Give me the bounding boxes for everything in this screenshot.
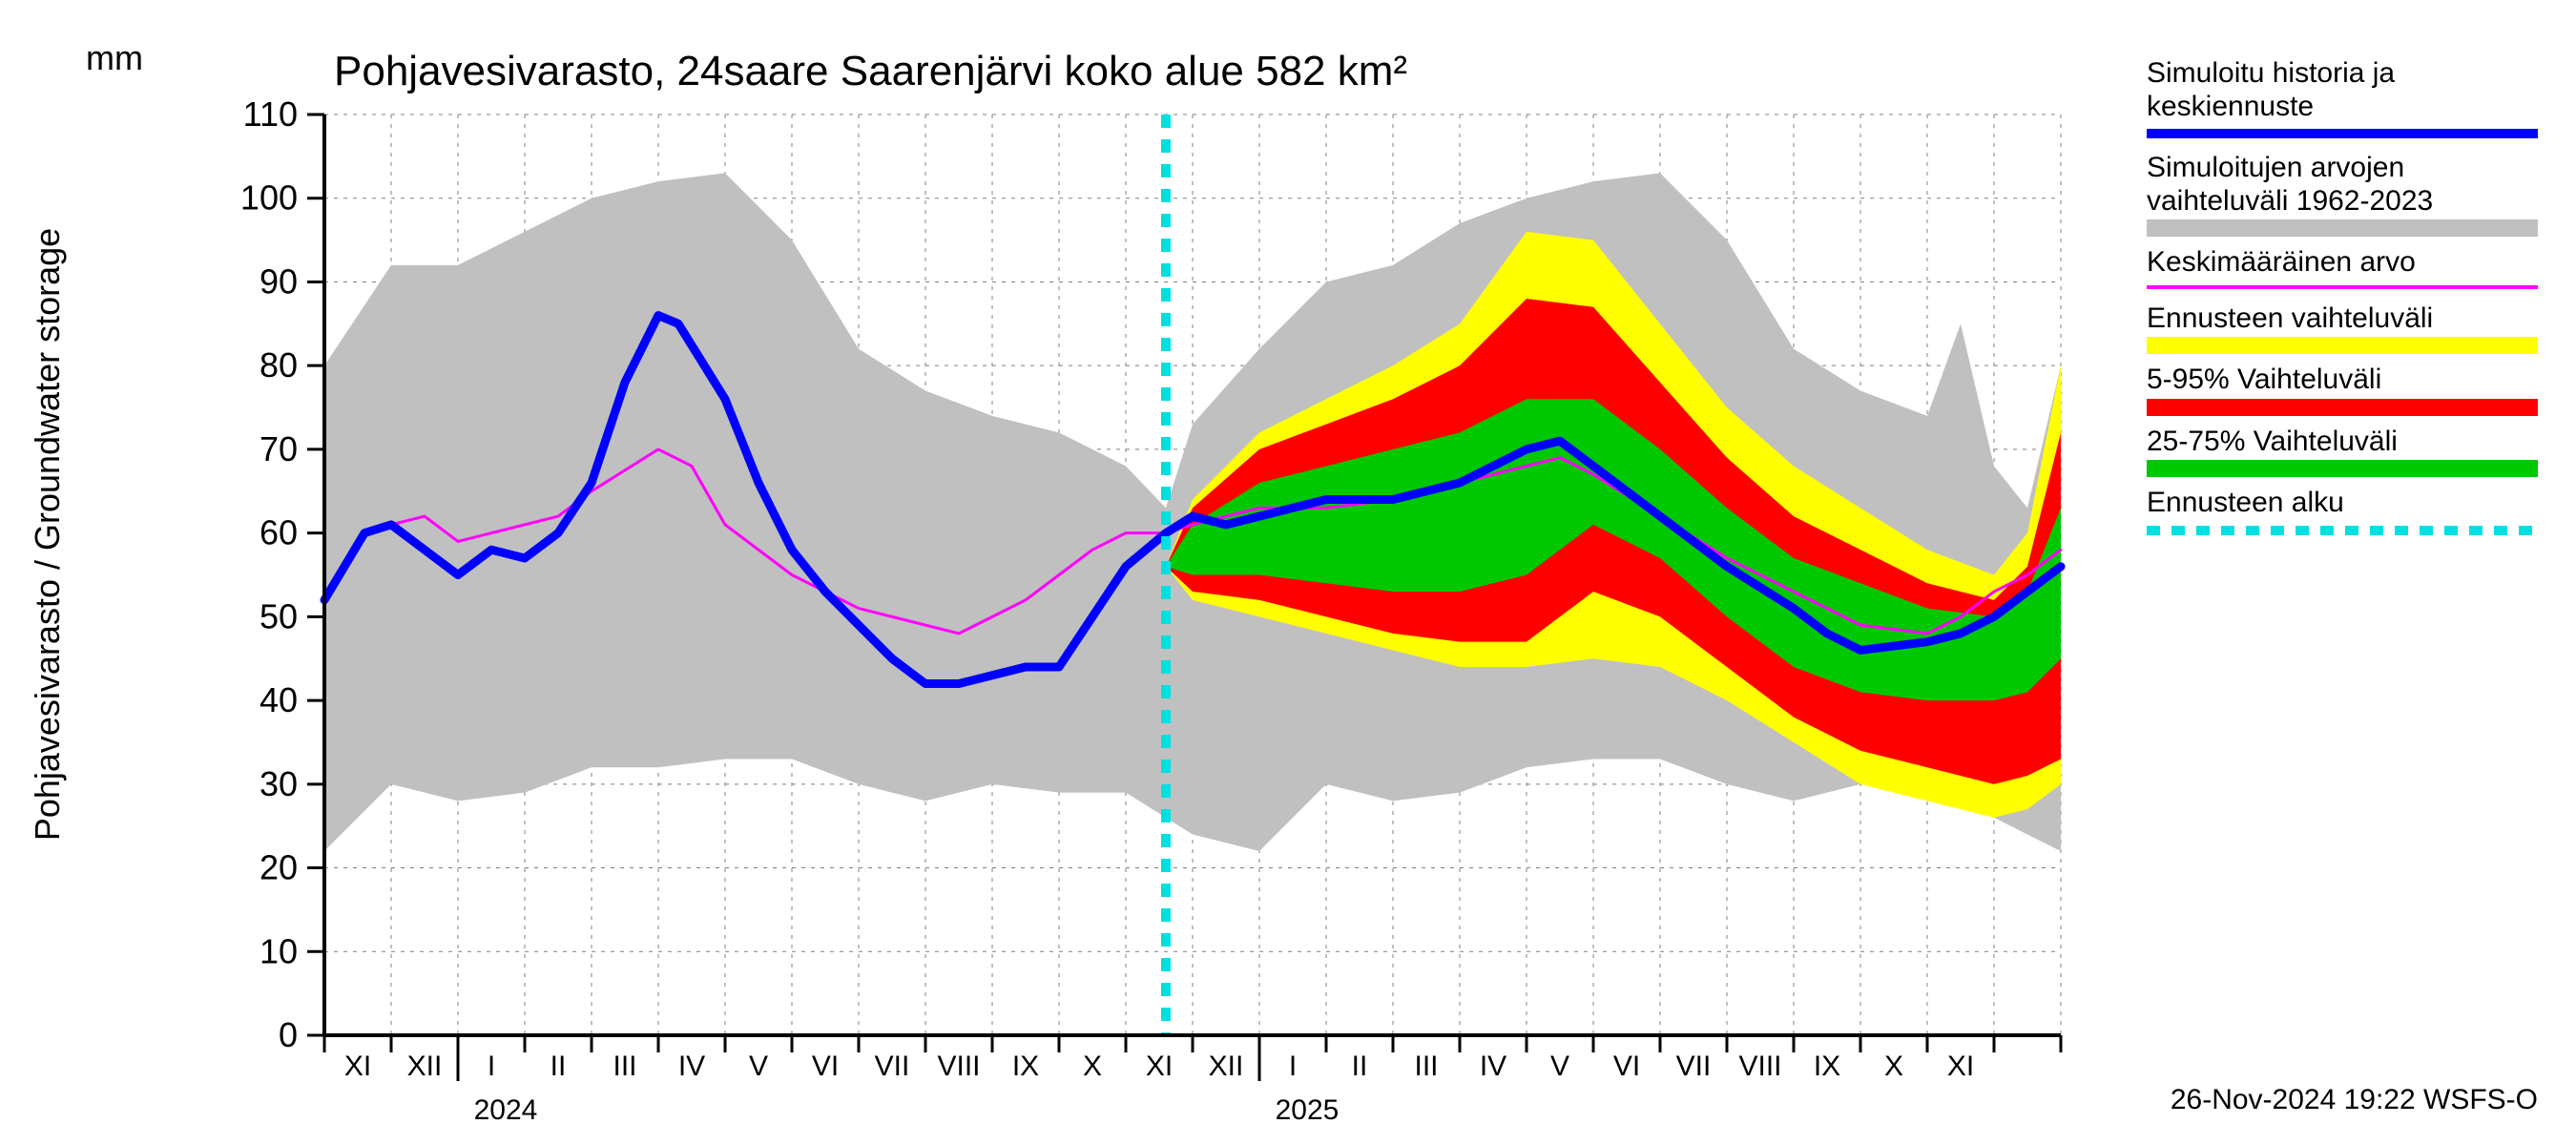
- legend-label: Ennusteen alku: [2147, 487, 2538, 520]
- svg-text:XII: XII: [407, 1051, 443, 1082]
- footer-timestamp: 26-Nov-2024 19:22 WSFS-O: [2171, 1084, 2538, 1116]
- legend-swatch: [2147, 399, 2538, 416]
- svg-text:50: 50: [260, 596, 298, 635]
- legend-swatch: [2147, 285, 2538, 289]
- legend-item: Keskimääräinen arvo: [2147, 246, 2538, 289]
- svg-text:30: 30: [260, 764, 298, 803]
- svg-text:10: 10: [260, 931, 298, 970]
- svg-text:2024: 2024: [474, 1094, 538, 1126]
- svg-text:70: 70: [260, 429, 298, 468]
- svg-text:VII: VII: [1676, 1051, 1712, 1082]
- legend-item: Ennusteen vaihteluväli: [2147, 302, 2538, 355]
- legend-item: 25-75% Vaihteluväli: [2147, 426, 2538, 478]
- legend-label: Simuloitujen arvojen vaihteluväli 1962-2…: [2147, 152, 2538, 218]
- svg-text:VI: VI: [1613, 1051, 1640, 1082]
- legend-item: Simuloitu historia ja keskiennuste: [2147, 57, 2538, 138]
- chart-title: Pohjavesivarasto, 24saare Saarenjärvi ko…: [334, 48, 1407, 95]
- svg-text:I: I: [1289, 1051, 1297, 1082]
- legend-swatch: [2147, 526, 2538, 535]
- svg-text:XI: XI: [1146, 1051, 1173, 1082]
- svg-text:V: V: [1550, 1051, 1569, 1082]
- svg-text:III: III: [613, 1051, 636, 1082]
- svg-text:110: 110: [243, 94, 298, 134]
- svg-text:II: II: [1352, 1051, 1368, 1082]
- svg-text:IX: IX: [1012, 1051, 1039, 1082]
- legend-item: Simuloitujen arvojen vaihteluväli 1962-2…: [2147, 152, 2538, 237]
- svg-text:II: II: [551, 1051, 567, 1082]
- svg-text:2025: 2025: [1276, 1094, 1340, 1126]
- y-axis-label: Pohjavesivarasto / Groundwater storage: [28, 228, 68, 841]
- legend-item: 5-95% Vaihteluväli: [2147, 364, 2538, 416]
- legend-swatch: [2147, 129, 2538, 138]
- svg-text:III: III: [1414, 1051, 1438, 1082]
- svg-text:20: 20: [260, 848, 298, 887]
- svg-text:IV: IV: [1480, 1051, 1506, 1082]
- legend-label: Keskimääräinen arvo: [2147, 246, 2538, 280]
- svg-text:IV: IV: [678, 1051, 705, 1082]
- svg-text:60: 60: [260, 513, 298, 552]
- svg-text:40: 40: [260, 680, 298, 719]
- svg-text:XII: XII: [1209, 1051, 1244, 1082]
- svg-text:I: I: [488, 1051, 495, 1082]
- svg-text:VIII: VIII: [937, 1051, 980, 1082]
- svg-text:XI: XI: [1947, 1051, 1974, 1082]
- svg-text:VI: VI: [812, 1051, 839, 1082]
- legend-label: Ennusteen vaihteluväli: [2147, 302, 2538, 336]
- legend-swatch: [2147, 337, 2538, 354]
- legend: Simuloitu historia ja keskiennuste Simulo…: [2147, 57, 2538, 549]
- svg-text:X: X: [1083, 1051, 1102, 1082]
- chart-container: Pohjavesivarasto / Groundwater storage m…: [0, 0, 2576, 1145]
- y-axis-unit: mm: [86, 38, 143, 78]
- svg-text:VIII: VIII: [1738, 1051, 1781, 1082]
- legend-label: 5-95% Vaihteluväli: [2147, 364, 2538, 397]
- svg-text:IX: IX: [1814, 1051, 1840, 1082]
- legend-swatch: [2147, 460, 2538, 477]
- legend-item: Ennusteen alku: [2147, 487, 2538, 535]
- svg-text:X: X: [1884, 1051, 1903, 1082]
- svg-text:VII: VII: [875, 1051, 910, 1082]
- legend-label: 25-75% Vaihteluväli: [2147, 426, 2538, 459]
- legend-swatch: [2147, 219, 2538, 237]
- svg-text:90: 90: [260, 261, 298, 301]
- svg-text:80: 80: [260, 345, 298, 385]
- svg-text:V: V: [749, 1051, 768, 1082]
- svg-text:0: 0: [279, 1015, 298, 1054]
- svg-text:100: 100: [240, 178, 298, 218]
- legend-label: Simuloitu historia ja keskiennuste: [2147, 57, 2538, 123]
- svg-text:XI: XI: [344, 1051, 371, 1082]
